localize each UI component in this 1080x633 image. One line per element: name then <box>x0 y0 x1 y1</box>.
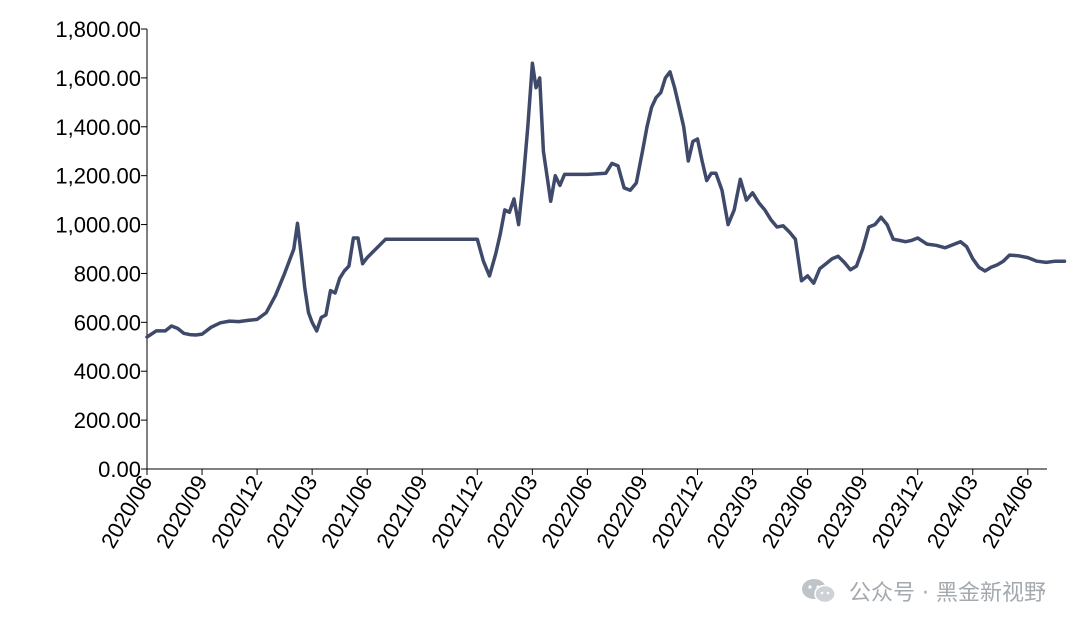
y-axis: 0.00 200.00 400.00 600.00 800.00 1,000.00 1,20… <box>55 17 148 482</box>
x-tick-label: 2023/06 <box>757 471 818 552</box>
y-tick-label: 800.00 <box>74 261 141 286</box>
x-tick-label: 2024/03 <box>922 471 983 552</box>
y-tick-label: 200.00 <box>74 408 141 433</box>
y-tick-label: 1,000.00 <box>55 213 141 238</box>
x-tick-label: 2020/12 <box>206 471 267 552</box>
x-tick-label: 2022/12 <box>646 471 707 552</box>
x-tick-label: 2023/09 <box>812 471 873 552</box>
x-tick-label: 2020/09 <box>151 471 212 552</box>
y-tick-label: 1,600.00 <box>55 66 141 91</box>
wechat-icon <box>802 579 836 604</box>
y-tick-label: 400.00 <box>74 359 141 384</box>
x-tick-label: 2022/06 <box>536 471 597 552</box>
y-tick-label: 1,200.00 <box>55 164 141 189</box>
watermark: 公众号 · 黑金新视野 <box>799 575 1046 607</box>
series-line <box>145 61 1067 339</box>
series-group <box>145 61 1067 339</box>
y-tick-label: 1,400.00 <box>55 115 141 140</box>
watermark-text: 公众号 · 黑金新视野 <box>849 581 1046 606</box>
y-tick-label: 600.00 <box>74 310 141 335</box>
y-tick-label: 0.00 <box>98 457 141 482</box>
x-tick-label: 2022/09 <box>591 471 652 552</box>
y-tick-label: 1,800.00 <box>55 17 141 42</box>
x-tick-label: 2023/03 <box>701 471 762 552</box>
x-tick-label: 2022/03 <box>481 471 542 552</box>
x-tick-label: 2021/06 <box>316 471 377 552</box>
x-tick-label: 2021/03 <box>261 471 322 552</box>
x-tick-label: 2021/12 <box>426 471 487 552</box>
x-tick-label: 2023/12 <box>867 471 928 552</box>
x-tick-label: 2020/06 <box>96 471 157 552</box>
x-axis: 2020/062020/092020/122021/032021/062021/… <box>96 468 1047 552</box>
x-tick-label: 2024/06 <box>977 471 1038 552</box>
x-tick-label: 2021/09 <box>371 471 432 552</box>
